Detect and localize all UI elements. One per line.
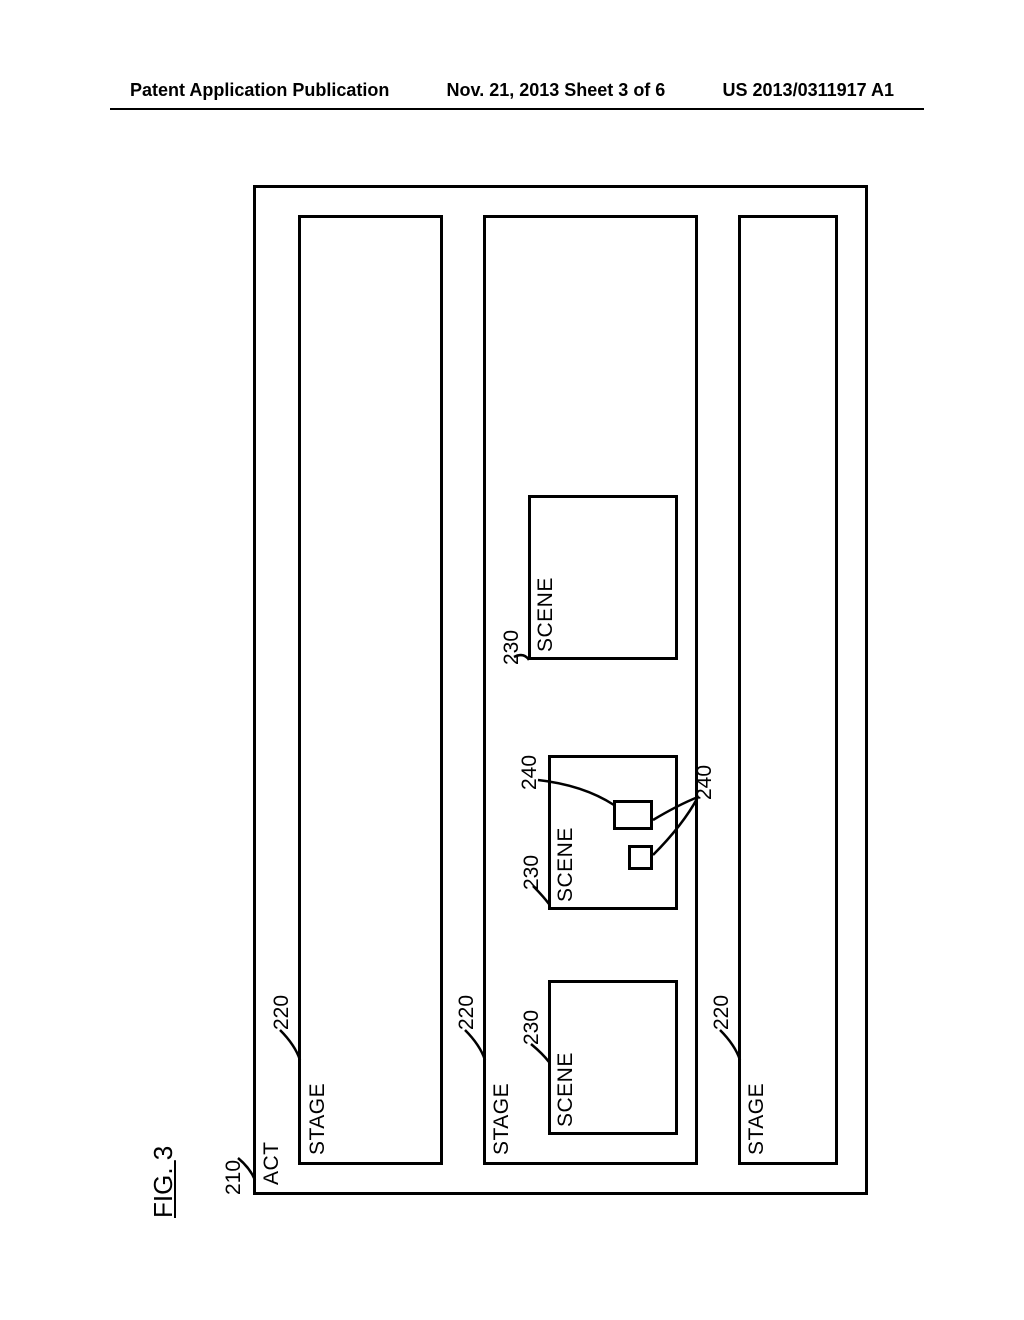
stage-box-1 [298,215,443,1165]
scene-leader-3 [514,638,532,660]
page-header: Patent Application Publication Nov. 21, … [0,80,1024,110]
stage-label-3: STAGE [745,1083,769,1155]
stage-leader-2 [465,1020,490,1060]
figure-label-number: 3 [148,1146,178,1160]
item-leader-lower-b [653,785,703,820]
stage-box-3 [738,215,838,1165]
header-rule [110,108,924,110]
act-leader [238,1130,258,1180]
act-label: ACT [260,1142,284,1186]
header-left: Patent Application Publication [130,80,389,101]
stage-leader-3 [720,1020,745,1060]
figure-area: FIG. 3 ACT 210 STAGE 220 STAGE 220 [148,160,878,1220]
item-box-2 [613,800,653,830]
stage-leader-1 [280,1020,305,1060]
stage-label-2: STAGE [490,1083,514,1155]
scene-leader-2 [533,879,553,904]
figure-label: FIG. 3 [148,1146,179,1218]
header-right: US 2013/0311917 A1 [723,80,894,101]
item-leader-upper [538,765,618,805]
header-center: Nov. 21, 2013 Sheet 3 of 6 [447,80,666,101]
item-box-1 [628,845,653,870]
scene-label-2: SCENE [554,827,578,902]
figure-label-prefix: FIG. [148,1160,178,1218]
scene-label-1: SCENE [554,1052,578,1127]
page: Patent Application Publication Nov. 21, … [0,0,1024,1320]
scene-leader-1 [531,1037,553,1062]
diagram: ACT 210 STAGE 220 STAGE 220 STAGE 220 [218,160,878,1220]
scene-label-3: SCENE [534,577,558,652]
stage-label-1: STAGE [306,1083,330,1155]
